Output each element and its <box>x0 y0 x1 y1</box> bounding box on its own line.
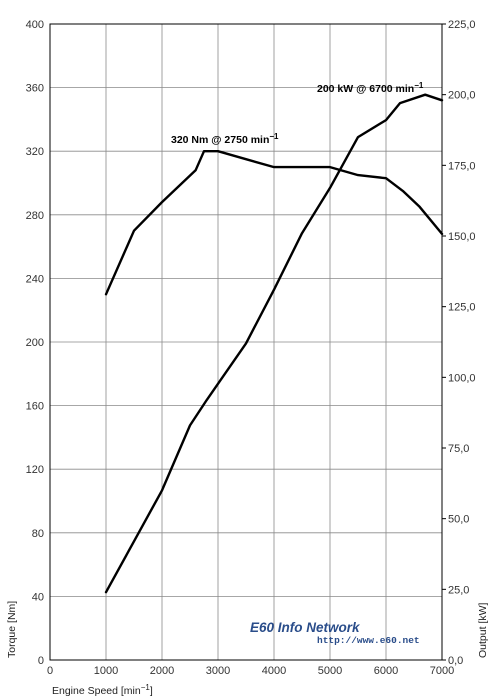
series-line-torque <box>104 149 444 296</box>
y-left-tick-label: 0 <box>38 655 44 667</box>
y-right-tick-label: 0,0 <box>448 655 463 667</box>
y-left-tick-label: 360 <box>26 83 44 95</box>
y-right-tick-label: 75,0 <box>448 443 469 455</box>
y-left-tick-label: 80 <box>32 528 44 540</box>
annotation-power-sup: −1 <box>414 81 424 90</box>
y-right-tick-label: 100,0 <box>448 372 476 384</box>
y-left-tick-label: 160 <box>26 401 44 413</box>
y-right-tick-label: 150,0 <box>448 231 476 243</box>
x-tick-label: 3000 <box>206 665 230 677</box>
y-left-tick-label: 400 <box>26 19 44 31</box>
x-tick-label: 1000 <box>94 665 118 677</box>
y-right-tick-label: 125,0 <box>448 302 476 314</box>
annotation-power-peak: 200 kW @ 6700 min−1 <box>317 81 424 95</box>
y-left-tick-label: 280 <box>26 210 44 222</box>
watermark-url: http://www.e60.net <box>317 635 420 646</box>
x-axis-title-main: Engine Speed [min <box>52 685 141 697</box>
y-right-tick-label: 25,0 <box>448 584 469 596</box>
y-right-tick-label: 50,0 <box>448 514 469 526</box>
x-tick-label: 6000 <box>374 665 398 677</box>
x-axis-title-sup: −1 <box>141 683 151 692</box>
x-tick-label: 2000 <box>150 665 174 677</box>
annotation-torque-sup: −1 <box>269 132 279 141</box>
grid-lines <box>50 24 442 660</box>
watermark: E60 Info Network http://www.e60.net <box>250 620 420 646</box>
annotation-power-text: 200 kW @ 6700 min <box>317 83 414 95</box>
annotation-torque-peak: 320 Nm @ 2750 min−1 <box>171 132 279 146</box>
annotation-torque-text: 320 Nm @ 2750 min <box>171 134 269 146</box>
x-tick-label: 4000 <box>262 665 286 677</box>
tick-labels: 0 1000 2000 3000 4000 5000 6000 7000 0 40 80 120 160… <box>26 19 476 677</box>
y-left-tick-label: 40 <box>32 591 44 603</box>
y-left-tick-label: 320 <box>26 146 44 158</box>
y-left-tick-label: 200 <box>26 337 44 349</box>
x-axis-title: Engine Speed [min−1] <box>52 683 153 697</box>
y-right-tick-label: 200,0 <box>448 90 476 102</box>
series-line-output <box>104 93 444 594</box>
y-right-tick-label: 225,0 <box>448 19 476 31</box>
y-axis-right-title: Output [kW] <box>477 602 489 658</box>
y-left-tick-label: 120 <box>26 464 44 476</box>
x-tick-label: 5000 <box>318 665 342 677</box>
x-axis-title-end: ] <box>150 685 153 697</box>
y-right-tick-label: 175,0 <box>448 160 476 172</box>
y-axis-left-title: Torque [Nm] <box>6 601 18 658</box>
watermark-title: E60 Info Network <box>250 620 361 635</box>
x-tick-label: 0 <box>47 665 53 677</box>
y-left-tick-label: 240 <box>26 273 44 285</box>
series-group <box>104 93 444 594</box>
x-tick-label: 7000 <box>430 665 454 677</box>
plot-frame <box>49 23 443 661</box>
